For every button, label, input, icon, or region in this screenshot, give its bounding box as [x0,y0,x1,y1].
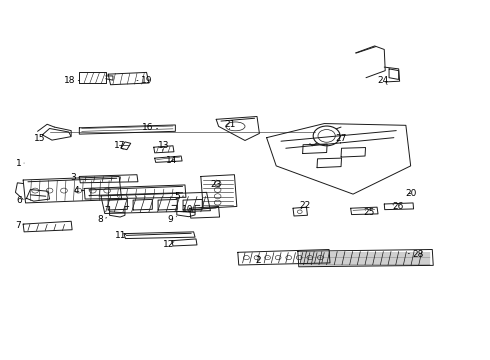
Text: 1: 1 [16,158,24,167]
Text: 17: 17 [114,141,126,150]
Text: 19: 19 [137,76,152,85]
Text: 8: 8 [97,215,107,224]
Text: 27: 27 [335,134,347,143]
Text: 5: 5 [174,193,184,202]
Text: 12: 12 [164,240,175,249]
Text: 26: 26 [392,202,403,211]
Text: 25: 25 [363,208,374,217]
Text: 20: 20 [405,189,416,198]
Text: 2: 2 [256,256,268,265]
Text: 18: 18 [64,76,79,85]
Text: 15: 15 [34,134,45,143]
Text: 10: 10 [182,206,193,215]
Text: 21: 21 [224,120,235,129]
Text: 16: 16 [142,123,158,132]
Text: 22: 22 [299,201,311,210]
Text: 23: 23 [211,180,222,189]
Text: 13: 13 [158,141,169,150]
Text: 11: 11 [115,231,127,240]
Text: 14: 14 [166,156,178,165]
Text: 24: 24 [378,76,389,85]
Text: 7: 7 [16,221,24,230]
Text: 28: 28 [408,249,423,258]
Text: 6: 6 [17,196,26,205]
Text: 3: 3 [70,174,79,183]
Text: 9: 9 [168,215,176,224]
Text: 4: 4 [73,186,84,195]
